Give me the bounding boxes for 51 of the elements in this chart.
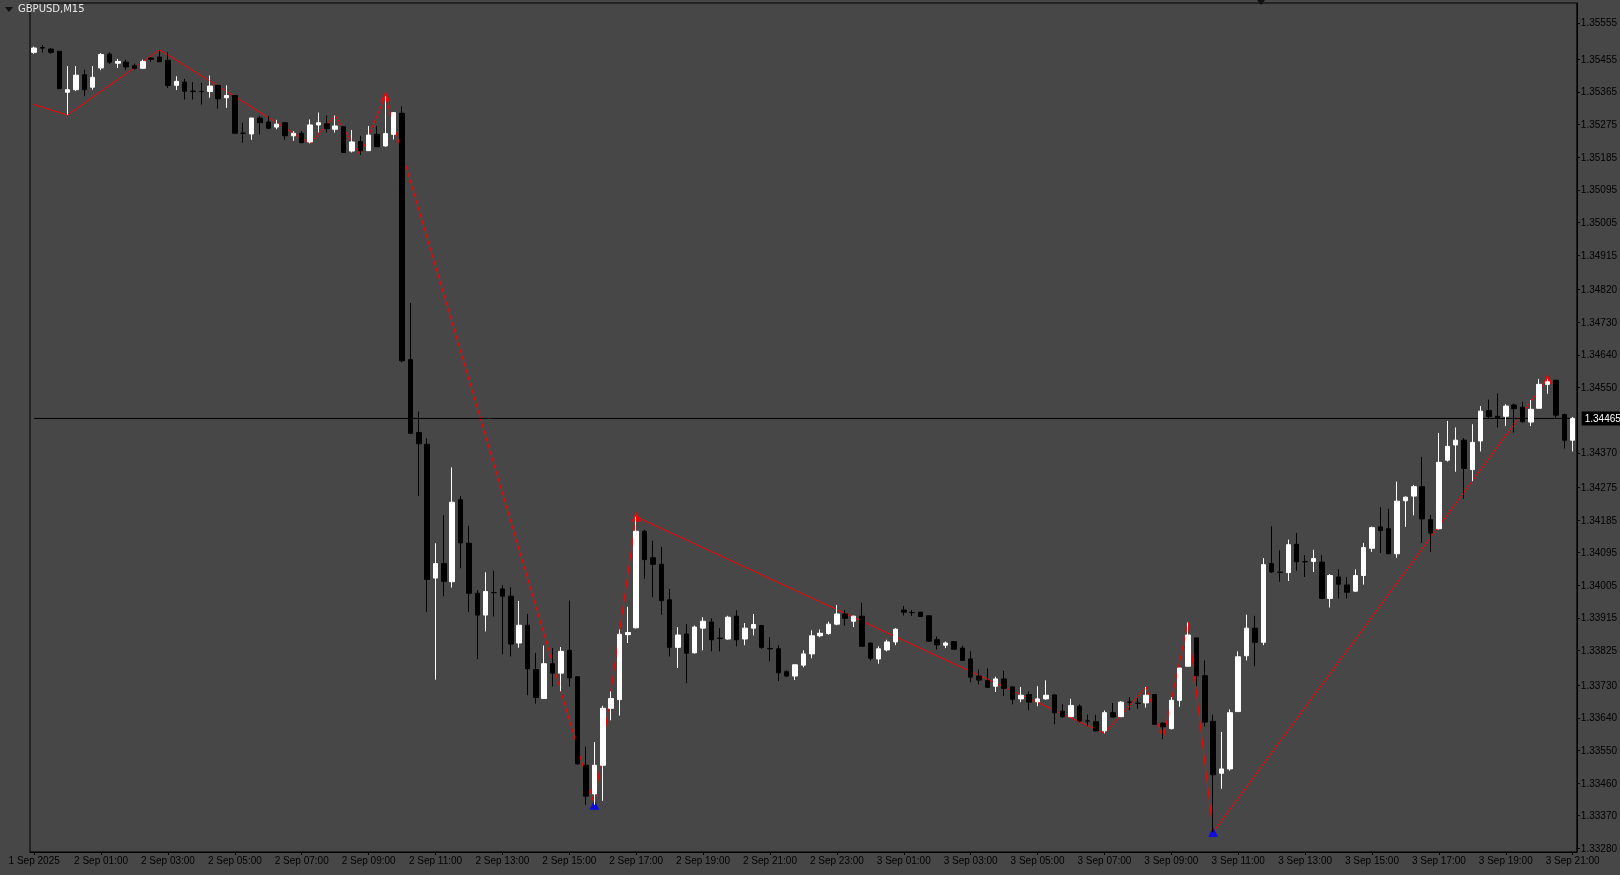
y-tick-label: 1.34370 — [1580, 447, 1618, 459]
x-tick-label: 3 Sep 07:00 — [1077, 854, 1132, 866]
y-tick-label: 1.35365 — [1580, 86, 1618, 98]
y-tick-label: 1.34275 — [1580, 481, 1618, 493]
x-tick-label: 2 Sep 03:00 — [140, 854, 196, 866]
x-tick-label: 2 Sep 11:00 — [408, 854, 463, 866]
x-tick-label: 2 Sep 09:00 — [341, 854, 397, 866]
y-tick-label: 1.34915 — [1580, 249, 1618, 261]
x-tick-label: 2 Sep 05:00 — [207, 854, 263, 866]
x-tick-label: 3 Sep 13:00 — [1278, 854, 1333, 866]
y-tick-label: 1.35185 — [1580, 151, 1618, 163]
y-tick-label: 1.34095 — [1580, 547, 1618, 559]
y-tick-label: 1.33280 — [1580, 842, 1618, 854]
x-tick-label: 3 Sep 17:00 — [1411, 854, 1467, 866]
x-tick-label: 2 Sep 07:00 — [274, 854, 330, 866]
x-tick-label: 3 Sep 01:00 — [876, 854, 932, 866]
y-tick-label: 1.34820 — [1580, 284, 1618, 296]
x-tick-label: 2 Sep 15:00 — [542, 854, 597, 866]
y-tick-label: 1.34185 — [1580, 514, 1618, 526]
y-tick-label: 1.33825 — [1580, 645, 1618, 657]
y-tick-label: 1.34640 — [1580, 349, 1618, 361]
x-tick-label: 3 Sep 21:00 — [1545, 854, 1601, 866]
y-tick-label: 1.35555 — [1580, 17, 1618, 29]
x-tick-label: 2 Sep 17:00 — [609, 854, 664, 866]
y-tick-label: 1.33370 — [1580, 810, 1618, 822]
x-tick-label: 3 Sep 19:00 — [1478, 854, 1534, 866]
y-tick-label: 1.35005 — [1580, 217, 1618, 229]
x-tick-label: 2 Sep 19:00 — [676, 854, 731, 866]
y-tick-label: 1.33640 — [1580, 712, 1618, 724]
y-tick-label: 1.35095 — [1580, 184, 1618, 196]
x-tick-label: 3 Sep 11:00 — [1211, 854, 1266, 866]
x-tick-label: 2 Sep 13:00 — [475, 854, 530, 866]
x-tick-label: 3 Sep 09:00 — [1144, 854, 1199, 866]
x-tick-label: 3 Sep 03:00 — [943, 854, 999, 866]
x-tick-label: 2 Sep 01:00 — [74, 854, 129, 866]
y-tick-label: 1.33730 — [1580, 679, 1618, 691]
chart-title: GBPUSD,M15 — [18, 3, 85, 14]
y-tick-label: 1.34730 — [1580, 316, 1618, 328]
y-tick-label: 1.33460 — [1580, 777, 1618, 789]
x-tick-label: 2 Sep 21:00 — [743, 854, 798, 866]
y-tick-label: 1.33915 — [1580, 612, 1618, 624]
y-tick-label: 1.34005 — [1580, 579, 1618, 591]
ref-line-label: 1.34465 — [1584, 412, 1620, 424]
y-tick-label: 1.35275 — [1580, 119, 1618, 131]
x-tick-label: 3 Sep 05:00 — [1010, 854, 1065, 866]
x-tick-label: 2 Sep 23:00 — [809, 854, 865, 866]
x-tick-label: 3 Sep 15:00 — [1345, 854, 1400, 866]
y-tick-label: 1.35455 — [1580, 53, 1618, 65]
y-tick-label: 1.34550 — [1580, 382, 1618, 394]
y-tick-label: 1.33550 — [1580, 744, 1618, 756]
x-tick-label: 1 Sep 2025 — [8, 854, 61, 866]
